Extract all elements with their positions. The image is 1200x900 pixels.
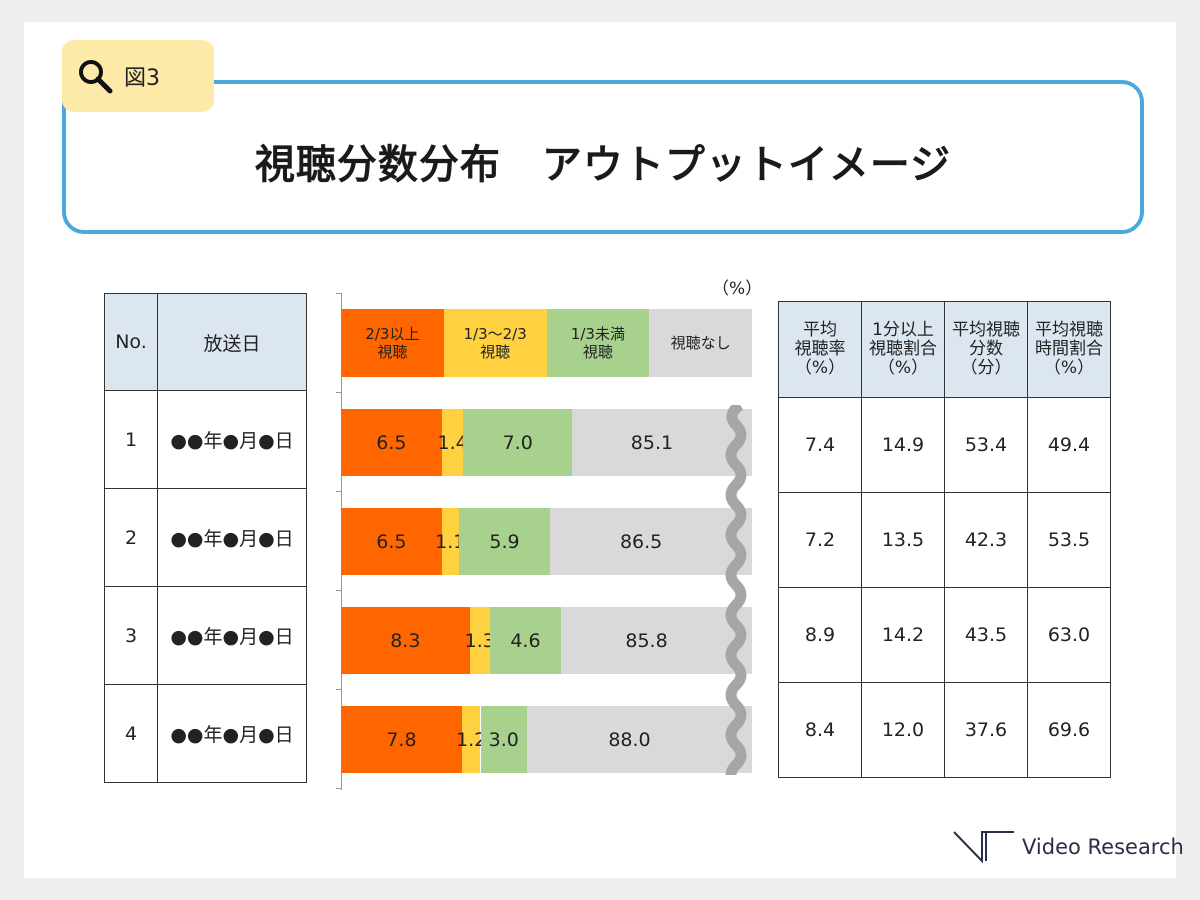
bar-segment: 1.4: [437, 409, 468, 476]
col-no: No.: [104, 293, 158, 391]
metric-header: 平均 視聴率 （%）: [778, 301, 862, 398]
legend-0: 2/3以上 視聴: [341, 309, 444, 377]
date-cell: ●●年●月●日: [157, 390, 307, 489]
axis-break-icon: [725, 405, 747, 775]
bar-segment: 8.3: [341, 607, 470, 674]
legend-3: 視聴なし: [649, 309, 752, 377]
bar-segment: 5.9: [458, 508, 551, 575]
bar-segment: 85.8: [561, 607, 752, 674]
metric-cell: 69.6: [1027, 682, 1111, 778]
bar-segment: 1.2: [456, 706, 486, 773]
axis-tick: [336, 293, 341, 294]
no-cell: 4: [104, 684, 158, 783]
date-cell: ●●年●月●日: [157, 488, 307, 587]
bar-segment: 88.0: [527, 706, 752, 773]
metric-cell: 43.5: [944, 587, 1028, 683]
metric-cell: 63.0: [1027, 587, 1111, 683]
bar-segment: 6.5: [341, 508, 442, 575]
metric-cell: 13.5: [861, 492, 945, 588]
data-label: 85.8: [625, 629, 668, 652]
data-label: 1.4: [437, 431, 468, 454]
metric-cell: 7.2: [778, 492, 862, 588]
metric-header: 平均視聴 分数 （分）: [944, 301, 1028, 398]
axis-tick: [336, 392, 341, 393]
data-label: 4.6: [510, 629, 541, 652]
data-label: 1.2: [456, 728, 487, 751]
data-label: 1.1: [435, 530, 466, 553]
metric-header: 1分以上 視聴割合 （%）: [861, 301, 945, 398]
data-label: 3.0: [488, 728, 519, 751]
metric-cell: 53.5: [1027, 492, 1111, 588]
figure-label: 図3: [124, 66, 160, 91]
data-label: 6.5: [376, 431, 407, 454]
data-label: 88.0: [608, 728, 651, 751]
legend-label: 視聴: [480, 343, 511, 361]
legend-label: 2/3以上: [365, 325, 420, 343]
page-title: 視聴分数分布 アウトプットイメージ: [254, 142, 952, 188]
data-label: 7.0: [502, 431, 533, 454]
metric-cell: 8.4: [778, 682, 862, 778]
bar-segment: 1.3: [465, 607, 495, 674]
axis-tick: [336, 689, 341, 690]
data-label: 7.8: [386, 728, 417, 751]
legend-label: 視聴: [582, 343, 613, 361]
metric-cell: 37.6: [944, 682, 1028, 778]
metrics-table: 平均 視聴率 （%） 1分以上 視聴割合 （%） 平均視聴 分数 （分） 平均視聴 時…: [778, 301, 1111, 778]
data-label: 1.3: [464, 629, 495, 652]
date-cell: ●●年●月●日: [157, 586, 307, 685]
figure-tag: 図3: [62, 40, 214, 112]
bar-segment: 3.0: [480, 706, 527, 773]
metric-cell: 12.0: [861, 682, 945, 778]
legend-label: 1/3～2/3: [463, 325, 527, 343]
axis-tick: [336, 491, 341, 492]
legend-2: 1/3未満 視聴: [546, 309, 650, 377]
metric-header: 平均視聴 時間割合 （%）: [1027, 301, 1111, 398]
bar-segment: 86.5: [550, 508, 752, 575]
bar-segment: 6.5: [341, 409, 442, 476]
table-row: 2 ●●年●月●日: [104, 488, 307, 587]
data-label: 85.1: [630, 431, 674, 454]
video-research-logo: Video Research: [952, 830, 1184, 864]
bar-segment: 4.6: [489, 607, 562, 674]
legend-label: 視聴: [377, 343, 408, 361]
data-label: 86.5: [619, 530, 663, 553]
metric-cell: 14.2: [861, 587, 945, 683]
metric-cell: 49.4: [1027, 397, 1111, 493]
table-row: 8.9 14.2 43.5 63.0: [778, 587, 1111, 683]
legend-label: 視聴なし: [670, 334, 731, 352]
bar-segment: 7.0: [463, 409, 572, 476]
unit-label: （%）: [712, 279, 763, 299]
axis-tick: [336, 590, 341, 591]
search-icon: [79, 60, 113, 94]
metric-cell: 7.4: [778, 397, 862, 493]
axis-tick: [336, 788, 341, 789]
table-row: 8.4 12.0 37.6 69.6: [778, 682, 1111, 778]
metric-cell: 14.9: [861, 397, 945, 493]
data-label: 6.5: [376, 530, 407, 553]
metric-cell: 53.4: [944, 397, 1028, 493]
legend-label: 1/3未満: [570, 325, 625, 343]
legend-1: 1/3～2/3 視聴: [443, 309, 547, 377]
date-cell: ●●年●月●日: [157, 684, 307, 783]
bar-segment: 7.8: [341, 706, 462, 773]
col-date: 放送日: [157, 293, 307, 391]
metric-cell: 8.9: [778, 587, 862, 683]
table-row: 7.2 13.5 42.3 53.5: [778, 492, 1111, 588]
table-row: 3 ●●年●月●日: [104, 586, 307, 685]
broadcast-table: No. 放送日 1 ●●年●月●日 2 ●●年●月●日 3 ●●年●月●日 4 ●●年●月●日: [104, 293, 307, 783]
table-row: 4 ●●年●月●日: [104, 684, 307, 783]
bar-segment: 85.1: [571, 409, 752, 476]
metric-cell: 42.3: [944, 492, 1028, 588]
table-row: 1 ●●年●月●日: [104, 390, 307, 489]
logo-mark-icon: [953, 831, 1014, 864]
data-label: 8.3: [390, 629, 421, 652]
no-cell: 1: [104, 390, 158, 489]
title-box: 視聴分数分布 アウトプットイメージ: [62, 80, 1144, 234]
data-label: 5.9: [489, 530, 520, 553]
bar-segment: 1.1: [435, 508, 465, 575]
table-row: 7.4 14.9 53.4 49.4: [778, 397, 1111, 493]
logo-text: Video Research: [1022, 835, 1184, 859]
